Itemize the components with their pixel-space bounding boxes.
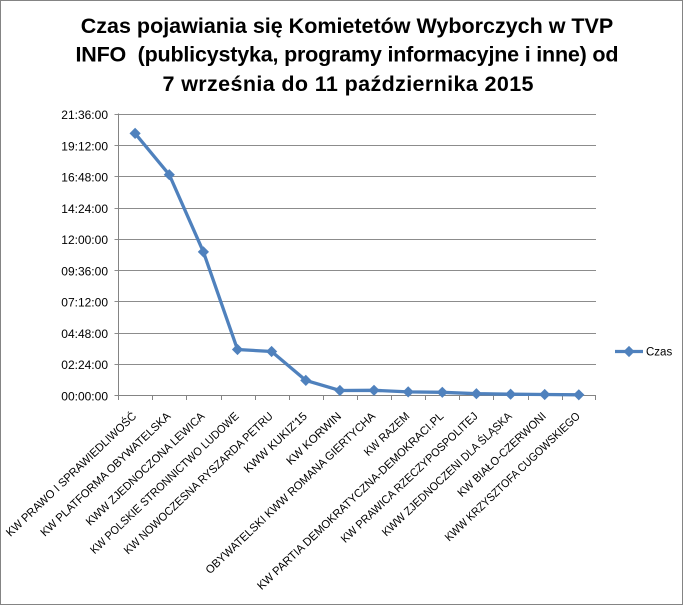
- svg-text:04:48:00: 04:48:00: [61, 327, 108, 341]
- svg-text:INFO (publicystyka, programy: INFO (publicystyka, programy informacyjn…: [76, 42, 619, 66]
- svg-text:16:48:00: 16:48:00: [61, 171, 108, 185]
- svg-text:Czas: Czas: [646, 347, 672, 359]
- svg-text:7 września do 11 października: 7 września do 11 października 2015: [163, 72, 534, 96]
- svg-text:21:36:00: 21:36:00: [61, 108, 108, 122]
- svg-text:14:24:00: 14:24:00: [61, 202, 108, 216]
- svg-text:00:00:00: 00:00:00: [61, 390, 108, 404]
- svg-text:02:24:00: 02:24:00: [61, 358, 108, 372]
- svg-text:12:00:00: 12:00:00: [61, 233, 108, 247]
- svg-text:Czas pojawiania się Komietetów: Czas pojawiania się Komietetów Wyborczyc…: [81, 14, 613, 38]
- svg-text:19:12:00: 19:12:00: [61, 139, 108, 153]
- svg-text:07:12:00: 07:12:00: [61, 296, 108, 310]
- svg-text:09:36:00: 09:36:00: [61, 264, 108, 278]
